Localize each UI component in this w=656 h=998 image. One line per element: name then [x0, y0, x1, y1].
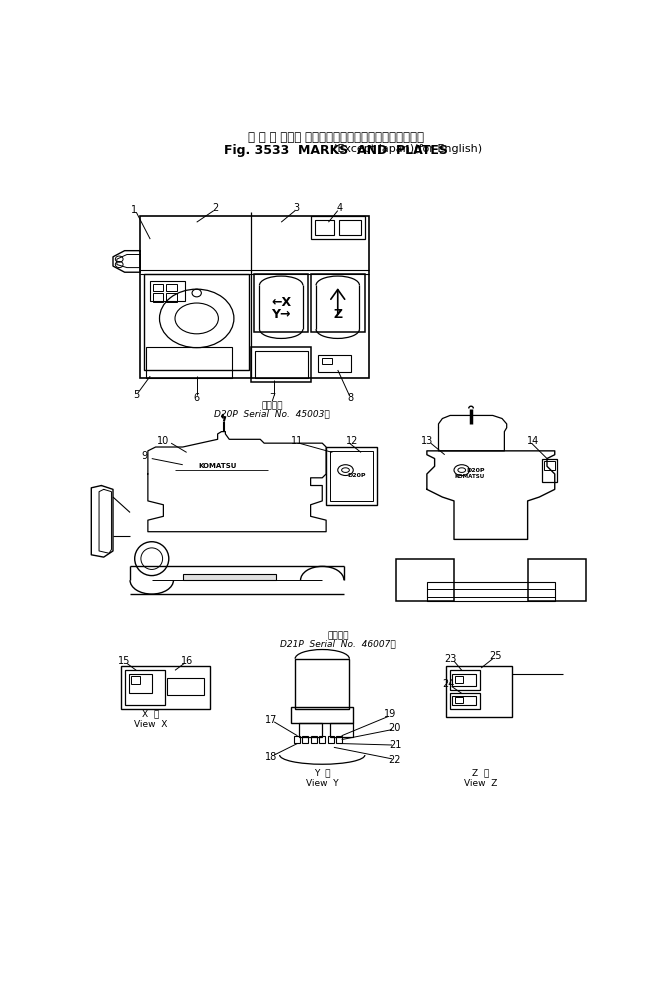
Bar — [396, 559, 454, 601]
Bar — [299, 723, 322, 737]
Text: X  視
View  X: X 視 View X — [134, 710, 167, 729]
Text: 8: 8 — [348, 393, 354, 403]
Text: Fig. 3533  MARKS  AND  PLATES: Fig. 3533 MARKS AND PLATES — [224, 145, 448, 158]
Bar — [339, 220, 361, 236]
Bar — [311, 736, 317, 744]
Bar — [527, 559, 586, 601]
Text: ←X: ←X — [271, 295, 291, 308]
Text: 5: 5 — [133, 390, 139, 400]
Bar — [453, 696, 476, 705]
Bar — [450, 671, 480, 690]
Text: 11: 11 — [291, 436, 304, 446]
Bar — [330, 723, 353, 737]
Bar — [311, 273, 365, 331]
Text: 2: 2 — [212, 204, 218, 214]
Text: マ ー ク および プレート（海　外　向）（英　　語）: マ ー ク および プレート（海 外 向）（英 語） — [248, 132, 424, 145]
Bar — [450, 694, 480, 709]
Bar — [455, 677, 462, 683]
Bar — [166, 283, 176, 291]
Text: Z  視
View  Z: Z 視 View Z — [464, 768, 498, 787]
Bar — [291, 708, 353, 723]
Bar — [314, 220, 334, 236]
Text: 9: 9 — [142, 451, 148, 461]
Text: 1: 1 — [131, 205, 137, 215]
Text: D20P: D20P — [466, 468, 485, 473]
Text: Y  視
View  Y: Y 視 View Y — [306, 768, 338, 787]
Bar — [330, 451, 373, 501]
Bar — [322, 357, 331, 364]
Text: 20: 20 — [388, 724, 401, 734]
Bar — [144, 273, 249, 370]
Bar — [328, 736, 334, 744]
Text: 24: 24 — [442, 680, 455, 690]
Bar — [318, 354, 351, 371]
Text: KOMATSU: KOMATSU — [198, 463, 237, 469]
Text: D20P: D20P — [348, 473, 366, 478]
Text: 18: 18 — [265, 751, 277, 761]
Text: 21: 21 — [389, 740, 401, 750]
Bar — [455, 698, 462, 703]
Bar — [302, 736, 308, 744]
Text: 6: 6 — [194, 393, 200, 403]
Bar — [251, 347, 312, 381]
Bar — [294, 736, 300, 744]
Text: 適用番号: 適用番号 — [261, 402, 283, 411]
Bar — [140, 216, 369, 377]
Text: 3: 3 — [294, 204, 300, 214]
Bar — [146, 347, 232, 377]
Text: Z: Z — [333, 308, 342, 321]
Bar — [311, 216, 365, 240]
Bar — [166, 293, 176, 302]
Text: 15: 15 — [117, 656, 130, 666]
Text: 4: 4 — [337, 204, 342, 214]
Bar — [453, 675, 476, 686]
Text: 適用番号: 適用番号 — [327, 631, 348, 640]
Bar — [167, 678, 205, 695]
Text: D21P  Serial  No.  46007～: D21P Serial No. 46007～ — [280, 640, 396, 649]
Bar — [153, 283, 163, 291]
Bar — [295, 659, 350, 709]
Text: 23: 23 — [445, 654, 457, 664]
Text: Y→: Y→ — [272, 308, 291, 321]
Text: KOMATSU: KOMATSU — [455, 474, 485, 479]
Text: 12: 12 — [346, 436, 358, 446]
Text: 14: 14 — [527, 436, 539, 446]
Bar — [129, 675, 152, 694]
Bar — [254, 273, 308, 331]
Text: 13: 13 — [420, 436, 433, 446]
Text: 19: 19 — [384, 710, 397, 720]
Bar — [337, 736, 342, 744]
Text: 22: 22 — [388, 755, 401, 765]
Bar — [255, 350, 308, 377]
Bar — [446, 667, 512, 717]
Text: 10: 10 — [157, 436, 169, 446]
Bar — [125, 671, 165, 705]
Text: (Except Japan)(for English): (Except Japan)(for English) — [333, 145, 482, 155]
Bar — [153, 293, 163, 302]
Bar — [427, 582, 555, 601]
Text: 7: 7 — [270, 393, 276, 403]
Bar — [183, 574, 276, 580]
Text: 25: 25 — [489, 652, 502, 662]
Text: 17: 17 — [265, 715, 277, 725]
Text: D20P  Serial  No.  45003～: D20P Serial No. 45003～ — [214, 409, 330, 418]
Bar — [131, 677, 140, 685]
Bar — [542, 458, 557, 482]
Text: 16: 16 — [181, 656, 194, 666]
Bar — [150, 281, 185, 300]
Bar — [319, 736, 325, 744]
Bar — [544, 461, 555, 470]
Bar — [427, 590, 555, 597]
Bar — [326, 447, 377, 505]
Bar — [121, 667, 210, 709]
